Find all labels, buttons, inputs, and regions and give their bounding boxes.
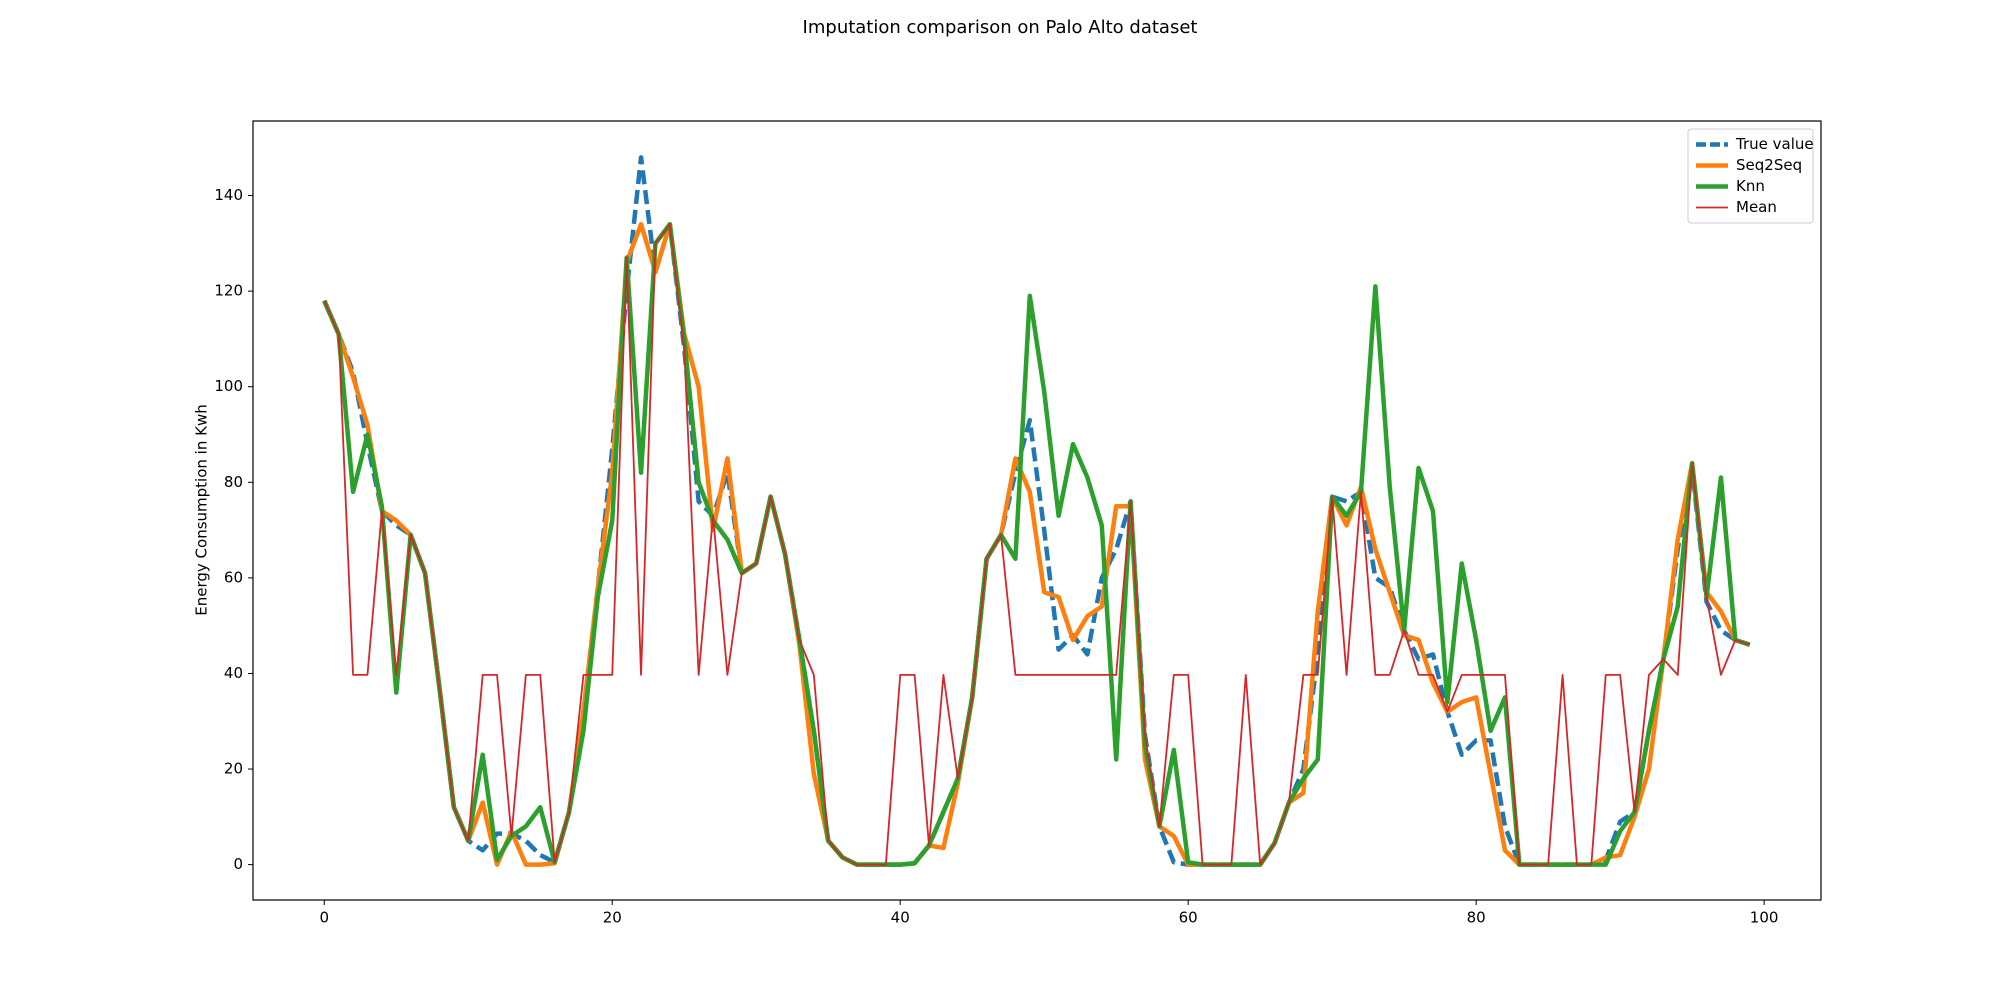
x-tick-label: 80 [1467,909,1486,927]
x-tick-label: 0 [319,909,329,927]
x-tick-label: 100 [1750,909,1779,927]
x-tick-label: 40 [891,909,910,927]
legend-label: Seq2Seq [1736,156,1802,174]
plot-frame [252,120,1822,901]
x-tick-label: 20 [603,909,622,927]
legend-label: Knn [1736,177,1765,195]
y-tick-label: 60 [224,568,243,586]
y-tick-label: 20 [224,760,243,778]
legend-label: True value [1735,135,1814,153]
series-line [323,223,1751,866]
y-tick-label: 40 [224,664,243,682]
legend-label: Mean [1736,198,1777,216]
x-tick-label: 60 [1179,909,1198,927]
legend-box [1687,128,1814,224]
y-tick-label: 140 [214,186,243,204]
y-axis-label: Energy Consumption in Kwh [193,404,211,615]
chart-title: Imputation comparison on Palo Alto datas… [803,17,1198,38]
y-tick-label: 120 [214,282,243,300]
y-tick-label: 100 [214,377,243,395]
y-tick-label: 80 [224,473,243,491]
y-tick-label: 0 [233,855,243,873]
